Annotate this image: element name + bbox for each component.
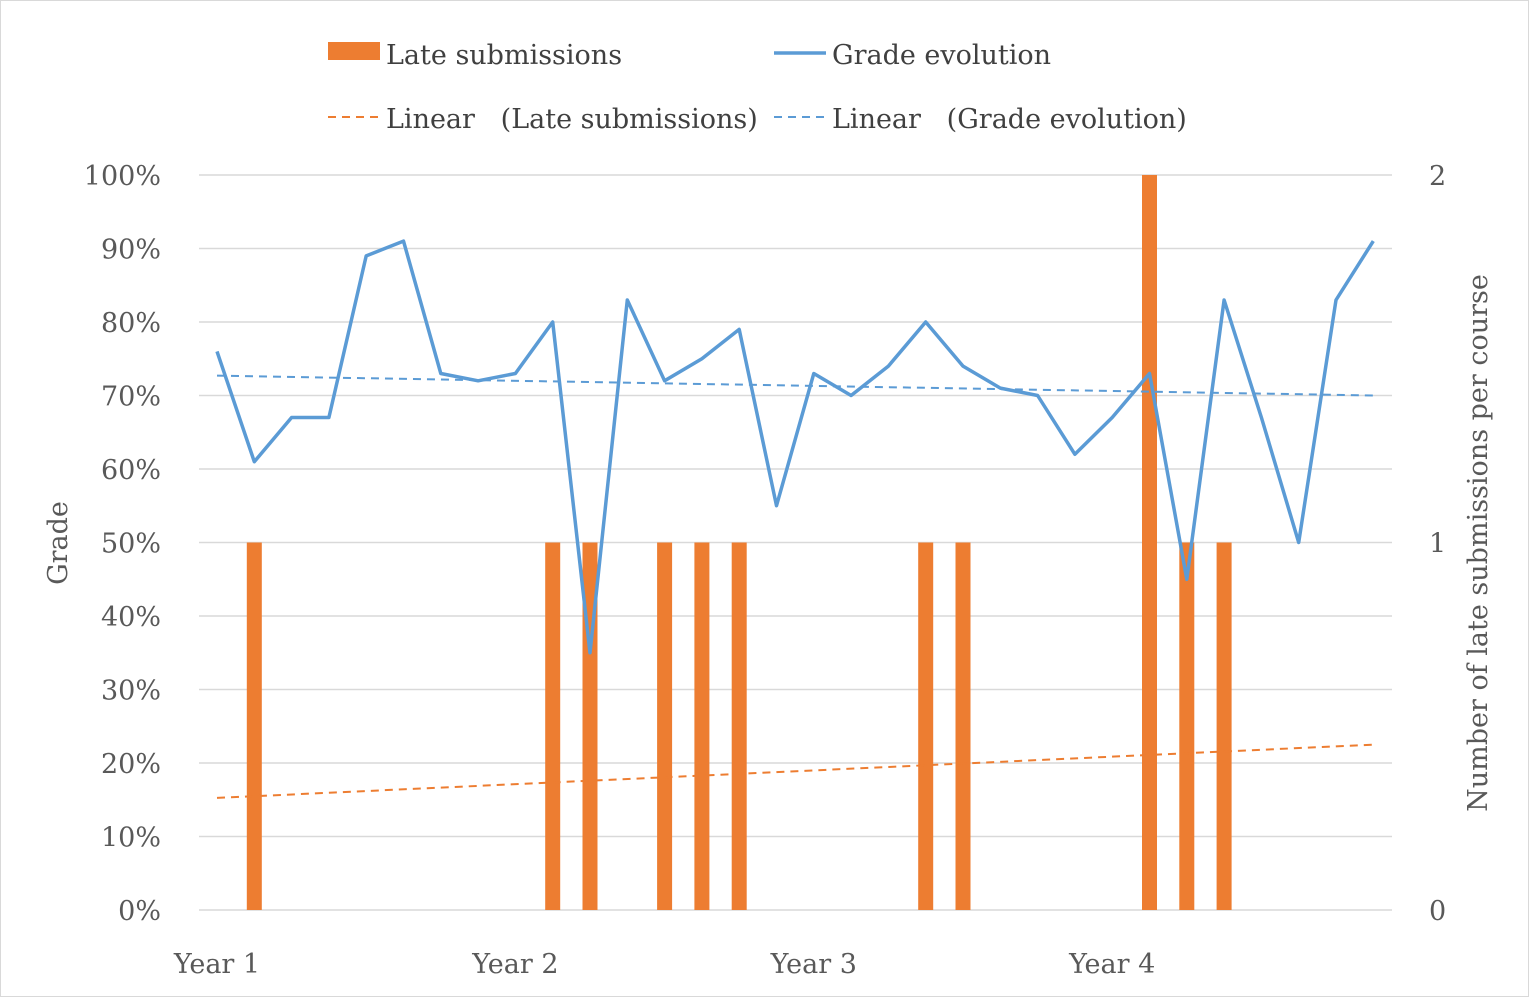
legend-item-linear-late: Linear (Late submissions) <box>328 104 758 135</box>
y2-axis-label: Number of late submissions per course <box>1463 274 1494 812</box>
y-tick-label: 0% <box>118 896 161 927</box>
y2-tick-label: 1 <box>1429 529 1446 560</box>
y2-tick-label: 0 <box>1429 896 1446 927</box>
bar-series <box>246 175 1232 910</box>
bar <box>731 542 747 910</box>
bar <box>657 542 673 910</box>
bar <box>694 542 710 910</box>
legend-label-linear-late: Linear (Late submissions) <box>386 104 758 135</box>
bar <box>246 542 262 910</box>
y-axis-label: Grade <box>43 501 74 585</box>
line-series <box>215 239 1375 655</box>
x-tick-label: Year 3 <box>770 949 857 980</box>
y-tick-label: 50% <box>101 529 161 560</box>
y-tick-label: 60% <box>101 455 161 486</box>
y2-tick-label: 2 <box>1429 161 1446 192</box>
x-tick-label: Year 2 <box>471 949 558 980</box>
y-tick-label: 10% <box>101 823 161 854</box>
x-axis-ticks: Year 1 Year 2 Year 3 Year 4 <box>173 949 1155 980</box>
right-axis-ticks: 0 1 2 <box>1429 161 1446 927</box>
y-tick-label: 90% <box>101 235 161 266</box>
y-tick-label: 20% <box>101 749 161 780</box>
y-tick-label: 70% <box>101 382 161 413</box>
trendline <box>216 374 1374 397</box>
left-axis-ticks: 0% 10% 20% 30% 40% 50% 60% 70% 80% 90% 100% <box>84 161 161 927</box>
y-tick-label: 40% <box>101 602 161 633</box>
y-tick-label: 100% <box>84 161 161 192</box>
x-tick-label: Year 4 <box>1068 949 1155 980</box>
bar <box>545 542 561 910</box>
y-tick-label: 80% <box>101 308 161 339</box>
legend-label-grade-evolution: Grade evolution <box>832 40 1051 71</box>
legend-item-late-submissions: Late submissions <box>328 40 622 71</box>
legend-label-late-submissions: Late submissions <box>386 40 622 71</box>
trendlines <box>216 374 1374 799</box>
bar <box>955 542 971 910</box>
bar <box>1216 542 1232 910</box>
legend-label-linear-grade: Linear (Grade evolution) <box>832 104 1187 135</box>
legend: Late submissions Grade evolution Linear … <box>328 40 1187 135</box>
gridlines <box>199 174 1392 911</box>
grade-line <box>215 239 1375 655</box>
legend-swatch-late-submissions <box>328 42 380 60</box>
trendline <box>216 743 1374 799</box>
bar <box>1142 175 1157 910</box>
legend-item-grade-evolution: Grade evolution <box>774 40 1051 71</box>
bar <box>918 542 934 910</box>
legend-item-linear-grade: Linear (Grade evolution) <box>774 104 1187 135</box>
x-tick-label: Year 1 <box>173 949 260 980</box>
bar <box>1179 542 1195 910</box>
y-tick-label: 30% <box>101 676 161 707</box>
